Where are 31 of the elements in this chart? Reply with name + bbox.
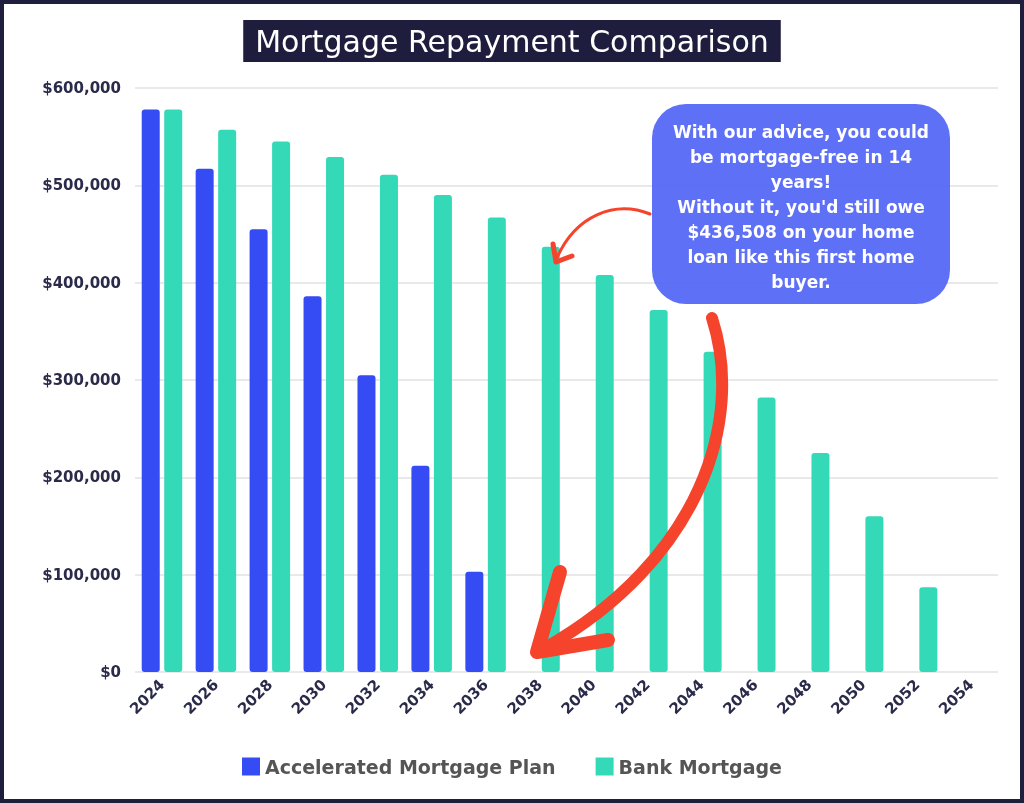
callout-box: With our advice, you could be mortgage-free in 14 years! Without it, you'd still owe $436,508 on your home loan like this first home buyer. [652,104,950,304]
bar [433,195,452,672]
y-tick-label: $200,000 [42,468,121,487]
bar [218,129,237,672]
bar [379,174,398,672]
bar [919,587,938,672]
bar [465,571,484,672]
bar [649,309,668,672]
bar [141,109,160,672]
y-tick-label: $400,000 [42,273,121,292]
bar [487,217,506,672]
chart-title: Mortgage Repayment Comparison [255,23,769,59]
bar [865,516,884,672]
y-tick-label: $600,000 [42,79,121,97]
bar [757,397,776,672]
bar [326,157,345,672]
bar [249,229,268,672]
bar [195,168,214,672]
y-tick-label: $500,000 [42,176,121,195]
bar [357,375,376,672]
y-tick-label: $300,000 [42,371,121,389]
bar [595,274,614,672]
bar [411,465,430,672]
y-tick-label: $0 [100,663,121,681]
bar [272,141,291,672]
legend-label: Accelerated Mortgage Plan [264,755,556,778]
bar [303,296,322,672]
legend-label: Bank Mortgage [618,755,783,778]
bar [811,453,830,672]
y-tick-label: $100,000 [42,565,121,584]
bar [164,109,183,672]
